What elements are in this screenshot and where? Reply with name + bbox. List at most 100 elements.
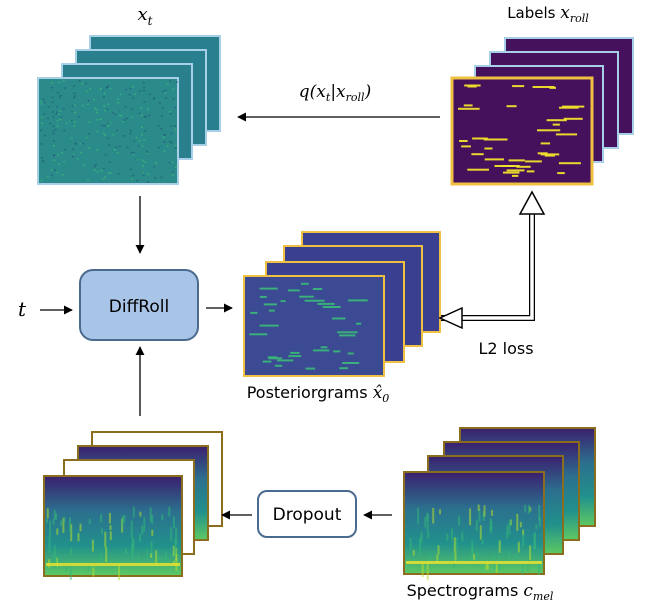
texture-cell — [53, 131, 55, 133]
texture-cell — [174, 107, 176, 109]
texture-cell — [143, 139, 145, 141]
texture-cell — [348, 299, 368, 301]
texture-cell — [129, 94, 131, 96]
texture-cell — [553, 124, 560, 126]
texture-cell — [40, 130, 42, 132]
texture-cell — [512, 175, 518, 177]
texture-cell — [484, 148, 492, 150]
texture-cell — [496, 565, 498, 573]
texture-cell — [117, 102, 119, 104]
texture-cell — [333, 350, 340, 352]
texture-cell — [169, 141, 171, 143]
texture-cell — [62, 174, 64, 176]
texture-cell — [117, 152, 119, 154]
texture-cell — [51, 82, 53, 84]
texture-cell — [479, 509, 481, 522]
texture-cell — [140, 107, 142, 109]
texture-cell — [70, 566, 72, 580]
texture-cell — [454, 537, 456, 551]
texture-cell — [541, 142, 550, 144]
texture-cell — [472, 138, 488, 140]
texture-cell — [147, 181, 149, 183]
texture-cell — [436, 555, 438, 561]
texture-cell — [151, 530, 153, 536]
texture-cell — [535, 524, 537, 529]
texture-cell — [52, 111, 54, 113]
texture-cell — [52, 126, 54, 128]
texture-cell — [537, 129, 560, 131]
texture-cell — [461, 145, 471, 147]
texture-cell — [413, 550, 415, 556]
texture-cell — [41, 103, 43, 105]
texture-cell — [129, 88, 131, 90]
texture-cell — [512, 85, 524, 87]
texture-cell — [173, 98, 175, 100]
texture-cell — [100, 119, 102, 121]
texture-cell — [132, 175, 134, 177]
texture-cell — [313, 288, 322, 290]
texture-cell — [438, 545, 440, 554]
texture-cell — [71, 138, 73, 140]
texture-cell — [59, 110, 61, 112]
texture-cell — [143, 517, 145, 531]
texture-cell — [75, 143, 77, 145]
texture-cell — [277, 359, 293, 361]
texture-cell — [430, 554, 432, 559]
texture-cell — [473, 554, 475, 560]
texture-cell — [48, 106, 50, 108]
texture-cell — [63, 161, 65, 163]
texture-cell — [42, 161, 44, 163]
texture-cell — [64, 87, 66, 89]
texture-cell — [356, 323, 361, 325]
texture-cell — [427, 531, 429, 538]
texture-cell — [58, 113, 60, 115]
texture-cell — [159, 102, 161, 104]
texture-cell — [161, 115, 163, 117]
texture-cell — [131, 109, 133, 111]
texture-cell — [52, 116, 54, 118]
texture-cell — [52, 97, 54, 99]
texture-cell — [169, 162, 171, 164]
texture-cell — [53, 155, 55, 157]
texture-cell — [499, 540, 501, 552]
texture-cell — [58, 81, 60, 83]
texture-cell — [317, 303, 334, 305]
texture-cell — [165, 92, 167, 94]
texture-cell — [171, 133, 173, 135]
texture-cell — [485, 158, 504, 160]
dropped-card-front — [44, 476, 182, 576]
texture-cell — [538, 564, 540, 575]
texture-cell — [54, 510, 56, 519]
texture-cell — [155, 162, 157, 164]
l2-loss-label: L2 loss — [478, 339, 533, 358]
texture-cell — [130, 130, 132, 132]
texture-cell — [146, 151, 148, 153]
texture-cell — [269, 357, 282, 359]
texture-cell — [134, 94, 136, 96]
texture-cell — [49, 537, 51, 552]
texture-cell — [85, 83, 87, 85]
texture-cell — [109, 513, 111, 524]
texture-cell — [141, 134, 143, 136]
texture-cell — [118, 110, 120, 112]
texture-cell — [516, 166, 530, 168]
texture-cell — [467, 169, 489, 171]
texture-cell — [43, 99, 45, 101]
texture-cell — [104, 532, 106, 548]
texture-cell — [133, 141, 135, 143]
texture-cell — [89, 121, 91, 123]
texture-cell — [518, 542, 520, 553]
texture-cell — [73, 92, 75, 94]
posteriorgram-stack — [244, 232, 440, 376]
texture-cell — [564, 118, 583, 120]
texture-cell — [162, 91, 164, 93]
texture-cell — [419, 538, 421, 555]
texture-cell — [53, 519, 55, 525]
texture-cell — [161, 515, 163, 521]
texture-cell — [142, 145, 144, 147]
texture-cell — [485, 564, 487, 570]
texture-cell — [125, 89, 127, 91]
texture-cell — [72, 156, 74, 158]
texture-cell — [55, 129, 57, 131]
texture-cell — [107, 104, 109, 106]
